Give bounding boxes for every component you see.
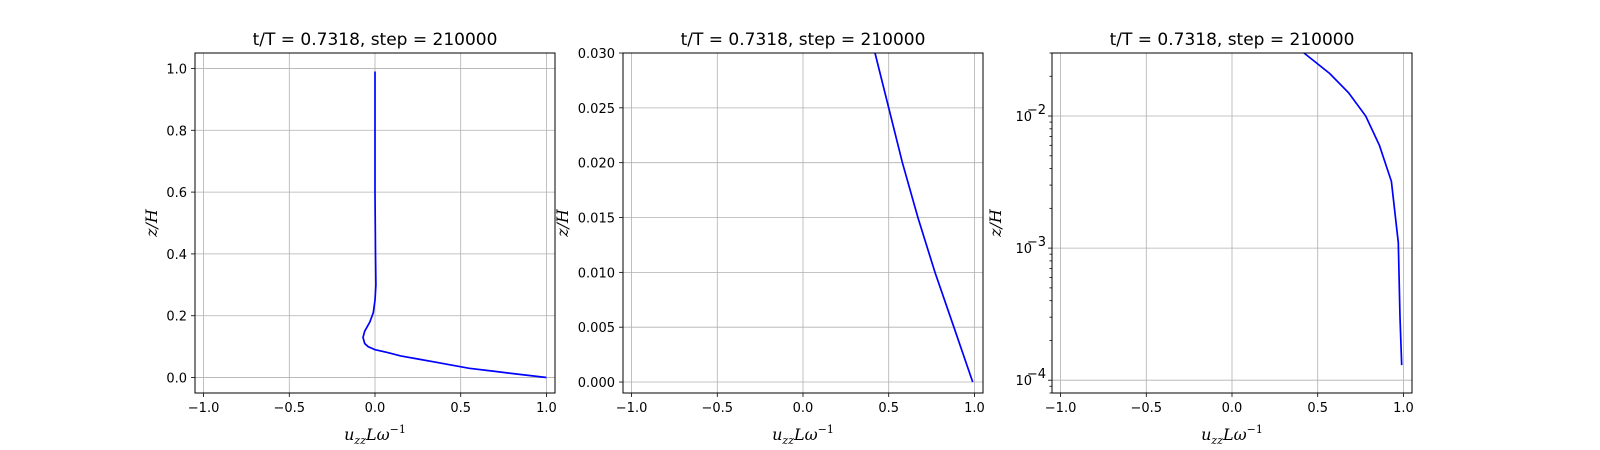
y-tick-exponent: −4: [1027, 367, 1046, 382]
y-tick-label: 10: [1015, 374, 1032, 389]
y-axis-label: z/H: [986, 208, 1005, 238]
y-tick-label: 1.0: [166, 62, 187, 77]
x-tick-label: −1.0: [1045, 401, 1077, 416]
y-axis-label: z/H: [553, 208, 572, 238]
y-tick-exponent: −3: [1027, 235, 1046, 250]
y-tick-exponent: −2: [1027, 103, 1046, 118]
y-tick-label: 0.015: [578, 212, 615, 227]
x-tick-label: 0.5: [878, 401, 899, 416]
x-tick-label: −1.0: [188, 401, 220, 416]
x-tick-label: −0.5: [1130, 401, 1162, 416]
chart-title: t/T = 0.7318, step = 210000: [681, 30, 926, 50]
y-tick-label: 0.6: [166, 186, 187, 201]
y-tick-label: 0.000: [578, 376, 615, 391]
x-axis-label: uzzLω−1: [772, 423, 834, 447]
x-tick-label: 0.0: [365, 401, 386, 416]
panel-linear-full: −1.0 −0.5 0.0 0.5 1.0 0.0 0.2 0.4 0.6 0.8 1.0 t/T =…: [142, 30, 557, 447]
x-tick-label: −1.0: [616, 401, 648, 416]
chart-title: t/T = 0.7318, step = 210000: [253, 30, 498, 50]
y-tick-label: 0.4: [166, 248, 187, 263]
y-tick-label: 0.8: [166, 124, 187, 139]
y-tick-label: 10: [1015, 242, 1032, 257]
x-tick-label: −0.5: [273, 401, 305, 416]
y-axis-label: z/H: [142, 208, 161, 238]
x-tick-label: 0.0: [1222, 401, 1243, 416]
x-tick-label: 0.5: [1307, 401, 1328, 416]
x-axis-label: uzzLω−1: [1201, 423, 1263, 447]
y-tick-label: 0.005: [578, 321, 615, 336]
x-tick-label: 0.0: [793, 401, 814, 416]
x-axis-label: uzzLω−1: [344, 423, 406, 447]
y-tick-label: 0.030: [578, 47, 615, 62]
series-line: [874, 52, 974, 383]
y-tick-label: 10: [1015, 110, 1032, 125]
panel-linear-zoom: −1.0 −0.5 0.0 0.5 1.0 0.000 0.005 0.010 0.015 0.0…: [553, 30, 985, 447]
x-tick-label: 1.0: [964, 401, 985, 416]
x-tick-label: −0.5: [701, 401, 733, 416]
series-line: [362, 71, 547, 379]
y-tick-label: 0.020: [578, 157, 615, 172]
x-tick-label: 1.0: [1393, 401, 1414, 416]
y-tick-label: 0.2: [166, 310, 187, 325]
x-tick-label: 1.0: [536, 401, 557, 416]
series-line: [1303, 52, 1403, 366]
y-tick-label: 0.025: [578, 102, 615, 117]
y-tick-label: 0.0: [166, 372, 187, 387]
y-tick-label: 0.010: [578, 266, 615, 281]
x-tick-label: 0.5: [450, 401, 471, 416]
panel-log: −1.0 −0.5 0.0 0.5 1.010−410−310−2t/T = 0.731…: [986, 30, 1414, 447]
chart-title: t/T = 0.7318, step = 210000: [1110, 30, 1355, 50]
